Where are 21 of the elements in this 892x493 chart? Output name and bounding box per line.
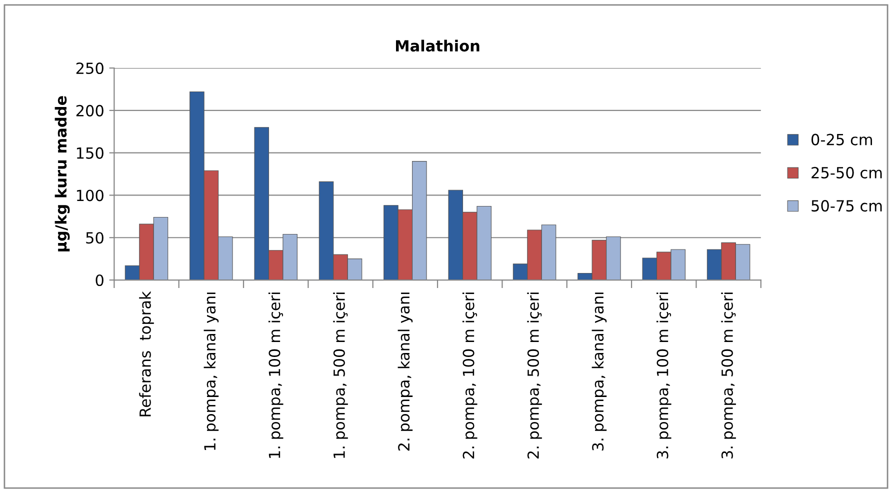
y-tick-label: 150 <box>76 147 104 159</box>
x-tick-label: Referans toprak <box>139 291 154 416</box>
legend-label: 25-50 cm <box>812 166 882 178</box>
x-tick-label: 3. pompa, 100 m içeri <box>656 292 672 458</box>
y-axis-title: µg/kg kuru madde <box>54 96 70 252</box>
legend-label: 50-75 cm <box>812 200 882 212</box>
x-tick-label: 2. pompa, kanal yanı <box>398 292 413 451</box>
y-tick-label: 100 <box>76 190 104 202</box>
y-tick-label: 50 <box>86 232 104 244</box>
y-tick-label: 0 <box>96 274 104 286</box>
x-tick-label: 1. pompa, kanal yanı <box>204 292 219 450</box>
y-tick-label: 200 <box>76 104 104 116</box>
x-tick-label: 3. pompa, kanal yanı <box>592 292 607 451</box>
y-tick-label: 250 <box>76 62 104 74</box>
x-tick-label: 2. pompa, 500 m içeri <box>527 292 542 458</box>
x-tick-label: 3. pompa, 500 m içeri <box>721 292 736 458</box>
x-tick-label: 1. pompa, 100 m içeri <box>268 292 284 458</box>
legend-label: 0-25 cm <box>811 134 872 146</box>
x-tick-label: 2. pompa, 100 m içeri <box>462 292 478 458</box>
chart-title: Malathion <box>396 40 480 52</box>
x-tick-label: 1. pompa, 500 m içeri <box>333 292 348 458</box>
